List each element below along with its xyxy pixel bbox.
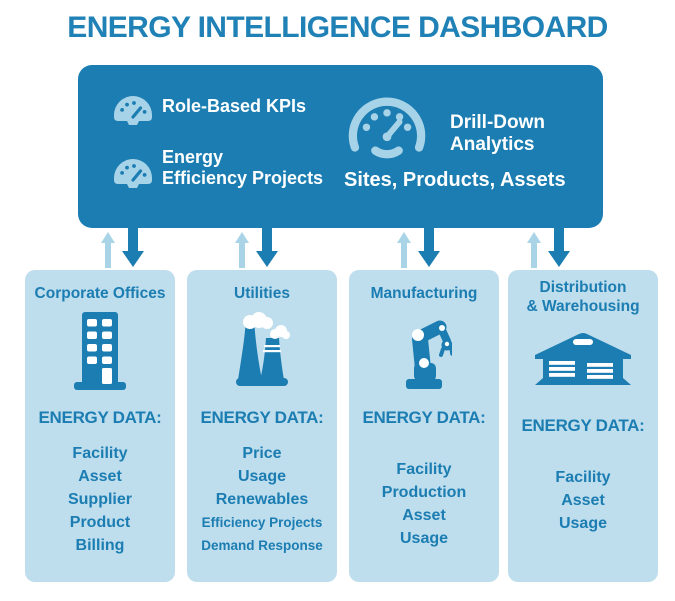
energy-data-list: Facility Production Asset Usage xyxy=(382,458,466,550)
energy-data-list: Facility Asset Usage xyxy=(555,466,610,535)
down-arrow-icon xyxy=(122,228,144,267)
down-arrow-icon xyxy=(548,228,570,267)
energy-data-list: Price Usage Renewables Efficiency Projects D… xyxy=(201,442,323,557)
energy-data-item: Asset xyxy=(561,492,605,509)
energy-data-item: Usage xyxy=(237,468,286,485)
energy-data-label: ENERGY DATA: xyxy=(362,408,486,427)
column-title-line: Corporate Offices xyxy=(34,284,166,302)
feature-role-based-kpis: Role-Based KPIs xyxy=(162,96,306,117)
down-arrow-icon xyxy=(418,228,440,267)
arrow-pair xyxy=(397,228,440,268)
feature-energy-efficiency-projects: Energy Efficiency Projects xyxy=(162,147,323,189)
arrow-pair xyxy=(527,228,570,268)
energy-data-item: Price xyxy=(242,445,282,462)
energy-data-item: Billing xyxy=(75,537,125,554)
up-arrow-icon xyxy=(235,232,249,268)
energy-data-label: ENERGY DATA: xyxy=(38,408,162,427)
column-title-line: Utilities xyxy=(234,284,290,302)
energy-data-label: ENERGY DATA: xyxy=(200,408,324,427)
feature-label-line: Efficiency Projects xyxy=(162,168,324,188)
up-arrow-icon xyxy=(397,232,411,268)
energy-data-item: Production xyxy=(381,484,467,501)
energy-data-item: Usage xyxy=(558,515,607,532)
page-title: ENERGY INTELLIGENCE DASHBOARD xyxy=(67,11,608,44)
feature-label: Role-Based KPIs xyxy=(162,96,307,116)
energy-data-item: Supplier xyxy=(67,491,132,508)
energy-data-item: Asset xyxy=(402,507,446,524)
column-utilities: Utilities ENERGY DATA: Price Usage Renewab… xyxy=(187,270,337,582)
feature-label-line: Drill-Down xyxy=(450,112,545,133)
column-title: Corporate Offices xyxy=(35,278,166,308)
column-title-line: Manufacturing xyxy=(370,284,478,302)
column-title: Utilities xyxy=(234,278,290,308)
column-manufacturing: Manufacturing ENERGY DATA: Facility Produ… xyxy=(349,270,499,582)
column-title-line: Distribution xyxy=(539,279,627,296)
arrow-pair xyxy=(101,228,144,268)
energy-data-item: Facility xyxy=(555,469,611,486)
icon-slot xyxy=(234,308,290,394)
energy-data-label: ENERGY DATA: xyxy=(521,416,645,435)
energy-data-list: Facility Asset Supplier Product Billing xyxy=(68,442,132,557)
energy-data-item: Efficiency Projects xyxy=(201,515,323,530)
office-building-icon xyxy=(74,312,126,390)
gauge-icon xyxy=(114,96,152,125)
feature-label-line: Analytics xyxy=(450,134,535,155)
column-title: Manufacturing xyxy=(371,278,478,308)
energy-data-item: Facility xyxy=(72,445,128,462)
column-corporate-offices: Corporate Offices ENERGY DATA: Facility A… xyxy=(25,270,175,582)
dashboard-panel: Role-Based KPIs Energy Efficiency Projec… xyxy=(78,65,603,228)
column-distribution-warehousing: Distribution & Warehousing ENERGY DATA: … xyxy=(508,270,658,582)
energy-data-item: Demand Response xyxy=(201,538,323,553)
icon-slot xyxy=(74,308,126,394)
robot-arm-icon xyxy=(406,320,452,389)
column-title: Distribution & Warehousing xyxy=(526,278,639,316)
energy-data-item: Facility xyxy=(396,461,452,478)
icon-slot xyxy=(396,308,452,394)
warehouse-icon xyxy=(535,333,631,385)
sites-products-assets-caption: Sites, Products, Assets xyxy=(344,169,566,191)
energy-data-item: Renewables xyxy=(215,491,309,508)
power-plant-icon xyxy=(236,312,290,386)
down-arrow-icon xyxy=(256,228,278,267)
up-arrow-icon xyxy=(101,232,115,268)
energy-data-item: Usage xyxy=(399,530,449,547)
energy-data-item: Product xyxy=(69,514,131,531)
energy-data-item: Asset xyxy=(78,468,122,485)
up-arrow-icon xyxy=(527,232,541,268)
gauge-icon xyxy=(114,159,152,188)
gauge-icon xyxy=(348,97,426,159)
arrow-pair xyxy=(235,228,278,268)
feature-drill-down-analytics: Drill-Down Analytics xyxy=(450,112,545,156)
feature-label-line: Energy xyxy=(162,147,224,167)
icon-slot xyxy=(533,316,633,402)
column-title-line: & Warehousing xyxy=(526,298,640,315)
